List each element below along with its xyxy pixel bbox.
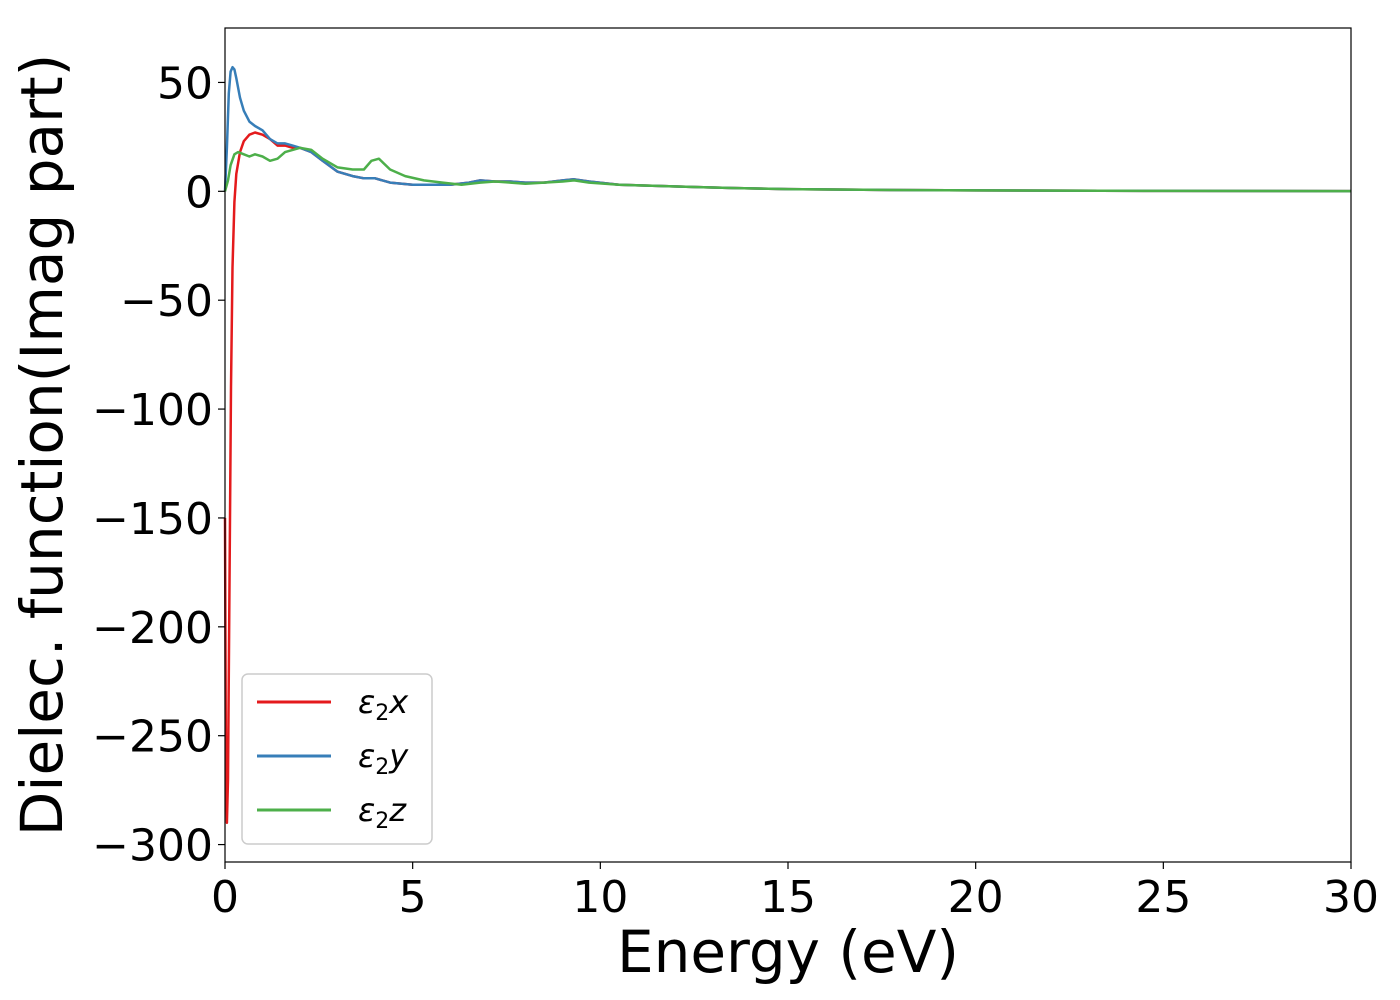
y-axis: 50 0 −50 −100 −150 −200 −250 −300 xyxy=(92,58,225,872)
x-axis-title: Energy (eV) xyxy=(617,918,959,986)
x-tick-label: 0 xyxy=(211,872,239,923)
legend-frame xyxy=(241,673,433,845)
series-line-y xyxy=(223,65,1352,193)
y-tick-label: 0 xyxy=(185,167,213,218)
x-tick-label: 15 xyxy=(760,872,816,923)
x-tick-label: 25 xyxy=(1135,872,1191,923)
y-tick-label: −100 xyxy=(92,385,213,436)
y-tick-label: 50 xyxy=(157,58,213,109)
series-line-z xyxy=(223,146,1352,193)
y-axis-title: Dielec. function(Imag part) xyxy=(8,54,76,837)
x-tick-label: 5 xyxy=(399,872,427,923)
legend-label-y: ε2y xyxy=(358,737,409,780)
legend: ε2x ε2y ε2z xyxy=(241,673,433,845)
legend-label-x: ε2x xyxy=(358,683,409,726)
x-tick-label: 30 xyxy=(1323,872,1379,923)
y-tick-label: −250 xyxy=(92,712,213,763)
x-tick-label: 20 xyxy=(948,872,1004,923)
y-tick-label: −200 xyxy=(92,603,213,654)
y-tick-label: −50 xyxy=(120,276,213,327)
plot-lines xyxy=(223,65,1352,825)
x-axis: 0 5 10 15 20 25 30 xyxy=(211,862,1379,923)
x-tick-label: 10 xyxy=(572,872,628,923)
y-tick-label: −150 xyxy=(92,494,213,545)
y-tick-label: −300 xyxy=(92,821,213,872)
legend-label-z: ε2z xyxy=(358,791,407,834)
